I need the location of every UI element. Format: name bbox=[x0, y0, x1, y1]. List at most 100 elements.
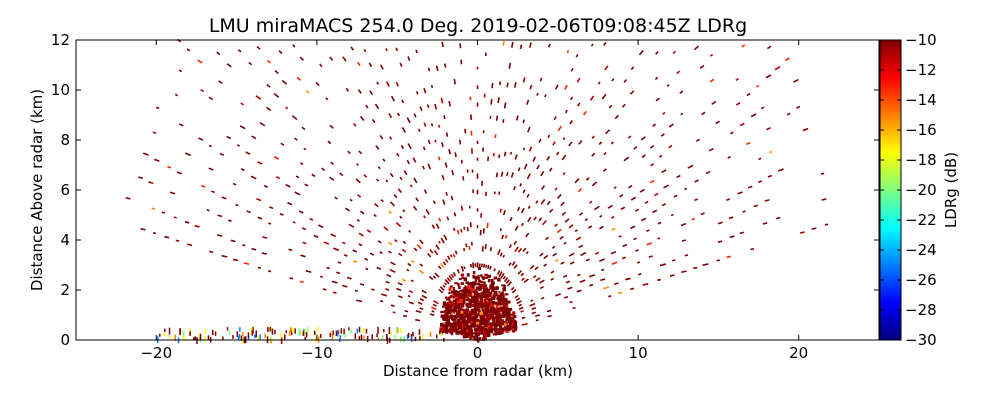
echo-gate bbox=[201, 184, 206, 188]
echo-gate bbox=[505, 172, 509, 177]
clutter-gate bbox=[377, 337, 380, 341]
echo-gate bbox=[463, 327, 468, 331]
echo-gate bbox=[475, 307, 479, 312]
echo-gate bbox=[611, 261, 618, 266]
echo-gate bbox=[446, 298, 450, 301]
echo-gate bbox=[769, 150, 773, 154]
echo-gate bbox=[585, 177, 590, 181]
echo-gate bbox=[511, 329, 515, 333]
echo-gate bbox=[762, 222, 768, 225]
echo-gate bbox=[578, 139, 583, 145]
echo-gate bbox=[194, 224, 200, 228]
echo-gate bbox=[461, 276, 464, 280]
echo-gate bbox=[594, 251, 600, 255]
echo-gate bbox=[467, 329, 471, 333]
echo-gate bbox=[566, 50, 570, 54]
echo-gate bbox=[496, 328, 501, 331]
clutter-gate bbox=[440, 332, 442, 336]
echo-gate bbox=[440, 314, 445, 319]
echo-gate bbox=[332, 291, 337, 294]
echo-gate bbox=[216, 51, 221, 56]
echo-gate bbox=[417, 128, 421, 133]
clutter-gate bbox=[164, 328, 166, 332]
echo-gate bbox=[513, 327, 517, 332]
echo-gate bbox=[466, 318, 470, 322]
echo-gate bbox=[483, 299, 487, 303]
clutter-gate bbox=[270, 326, 273, 332]
echo-gate bbox=[468, 305, 472, 308]
echo-gate bbox=[472, 322, 477, 325]
clutter-gate bbox=[199, 333, 202, 341]
echo-gate bbox=[513, 82, 517, 88]
echo-gate bbox=[418, 269, 425, 275]
echo-gate bbox=[483, 276, 488, 279]
echo-gate bbox=[389, 136, 393, 140]
echo-gate bbox=[366, 229, 372, 233]
echo-gate bbox=[334, 196, 338, 200]
echo-gate bbox=[459, 322, 463, 326]
echo-gate bbox=[454, 321, 458, 325]
echo-gate bbox=[520, 272, 525, 277]
echo-gate bbox=[459, 314, 463, 319]
echo-gate bbox=[374, 203, 379, 208]
echo-gate bbox=[184, 152, 192, 157]
echo-gate bbox=[502, 275, 506, 280]
echo-gate bbox=[568, 224, 574, 229]
echo-gate bbox=[474, 324, 478, 328]
echo-gate bbox=[478, 321, 483, 324]
echo-gate bbox=[485, 333, 489, 337]
echo-gate bbox=[483, 331, 487, 336]
echo-gate bbox=[483, 294, 487, 298]
echo-gate bbox=[563, 295, 569, 299]
echo-gate bbox=[726, 198, 731, 201]
echo-gate bbox=[446, 301, 450, 305]
echo-gate bbox=[462, 334, 467, 339]
clutter-gate bbox=[363, 328, 365, 333]
y-tick-label: 12 bbox=[51, 31, 70, 49]
echo-gate bbox=[497, 298, 502, 302]
echo-gate bbox=[152, 131, 157, 135]
echo-gate bbox=[522, 77, 526, 83]
clutter-gate bbox=[354, 333, 357, 340]
echo-gate bbox=[502, 303, 507, 307]
echo-gate bbox=[294, 191, 301, 196]
echo-gate bbox=[477, 266, 482, 270]
echo-gate bbox=[646, 229, 650, 233]
echo-gate bbox=[452, 286, 455, 291]
echo-gate bbox=[737, 191, 743, 195]
echo-gate bbox=[219, 152, 225, 157]
clutter-gate bbox=[252, 326, 254, 334]
echo-gate bbox=[435, 223, 440, 229]
echo-gate bbox=[491, 324, 494, 327]
echo-gate bbox=[533, 216, 537, 221]
echo-gate bbox=[388, 241, 393, 246]
echo-gate bbox=[410, 279, 414, 283]
clutter-gate bbox=[251, 330, 254, 336]
echo-gate bbox=[514, 246, 519, 253]
echo-gate bbox=[411, 259, 415, 263]
echo-gate bbox=[568, 141, 573, 147]
echo-gate bbox=[487, 334, 491, 337]
echo-gate bbox=[460, 205, 464, 211]
echo-gate bbox=[379, 134, 384, 140]
echo-gate bbox=[353, 260, 358, 263]
echo-gate bbox=[430, 84, 434, 88]
echo-gate bbox=[456, 268, 460, 274]
echo-gate bbox=[526, 99, 530, 105]
echo-gate bbox=[502, 254, 506, 258]
echo-gate bbox=[446, 312, 449, 316]
echo-gate bbox=[467, 286, 472, 290]
echo-gate bbox=[500, 319, 504, 322]
echo-gate bbox=[235, 203, 239, 207]
echo-gate bbox=[495, 305, 499, 309]
echo-gate bbox=[541, 185, 546, 191]
echo-gate bbox=[465, 329, 468, 333]
echo-gate bbox=[569, 120, 573, 125]
echo-gate bbox=[365, 267, 369, 271]
echo-gate bbox=[455, 291, 460, 295]
echo-gate bbox=[535, 277, 541, 282]
echo-gate bbox=[489, 265, 492, 270]
echo-gate bbox=[503, 310, 507, 313]
echo-gate bbox=[585, 258, 590, 262]
clutter-gate bbox=[270, 337, 272, 344]
